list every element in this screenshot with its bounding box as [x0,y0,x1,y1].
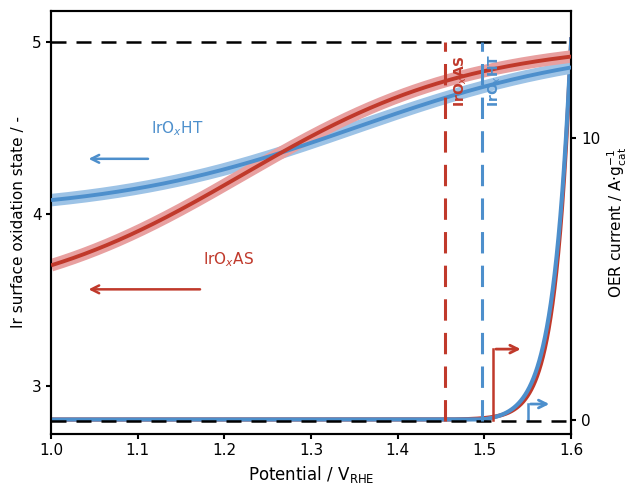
Text: IrO$_x$AS: IrO$_x$AS [203,250,254,269]
Y-axis label: Ir surface oxidation state / -: Ir surface oxidation state / - [11,117,26,328]
Text: IrO$_x$HT: IrO$_x$HT [486,54,503,107]
Text: IrO$_x$HT: IrO$_x$HT [151,120,204,138]
Y-axis label: OER current / A·g$_{\mathrm{cat}}^{-1}$: OER current / A·g$_{\mathrm{cat}}^{-1}$ [605,147,629,298]
Text: IrO$_x$AS: IrO$_x$AS [453,56,469,107]
X-axis label: Potential / V$_{\mathrm{RHE}}$: Potential / V$_{\mathrm{RHE}}$ [248,464,374,485]
